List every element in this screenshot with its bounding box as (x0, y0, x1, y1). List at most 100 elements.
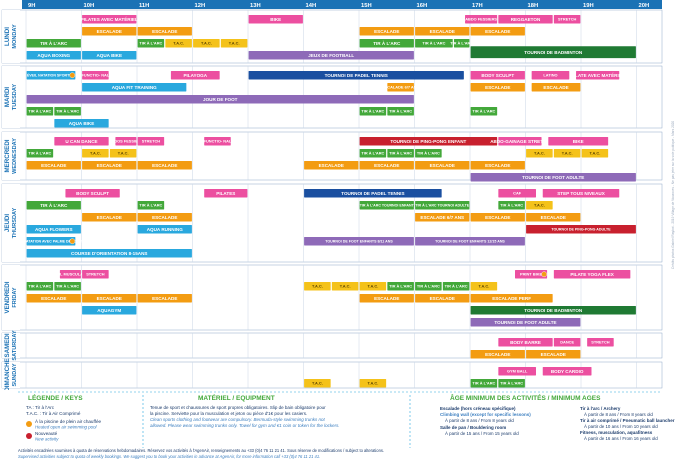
equipment-line: la piscine. Serviette pour la musculatio… (150, 411, 307, 416)
activity-block (359, 39, 414, 48)
hour-label: 17H (472, 3, 483, 9)
activity-block (498, 189, 536, 198)
activity-label: ESCALADE (541, 352, 566, 357)
new-activity-icon (26, 433, 32, 439)
age-line: Escalade (hors créneau spécifique) (440, 406, 516, 411)
activity-block (442, 282, 470, 291)
activity-label: TIR À L'ARC (361, 151, 384, 156)
equipment-line: Tenue de sport et chaussures de sport pr… (150, 405, 326, 410)
age-line: Fitness, musculation, aquafitness (580, 430, 653, 435)
activity-label: TIR À L'ARC (56, 109, 79, 114)
activity-block (59, 270, 81, 279)
activity-label: TOURNOI DE FOOT ADULTE (522, 175, 584, 180)
day-label-box (2, 10, 20, 63)
ages-title: ÂGE MINIMUM DES ACTIVITÉS / MINIMUM AGES (450, 393, 601, 402)
activity-label: ESCALADE (430, 163, 455, 168)
activity-label: CAF (513, 191, 522, 196)
activity-block (498, 367, 536, 376)
activity-label: STRETCH (142, 139, 161, 144)
activity-label: TIR À L'ARC (139, 203, 162, 208)
activity-block (82, 27, 137, 36)
day-label-box (2, 132, 20, 180)
activity-label: TIR À L'ARC (445, 284, 468, 289)
activity-block (470, 83, 525, 92)
activity-label: ESCALADE (152, 163, 177, 168)
activity-block (26, 249, 192, 258)
activity-block (415, 27, 470, 36)
hour-header-bar (22, 0, 662, 9)
activity-block (359, 27, 414, 36)
day-label-box (2, 265, 20, 330)
activity-label: ESCALADE (374, 296, 399, 301)
activity-block (220, 39, 248, 48)
activity-block (359, 294, 414, 303)
activity-label: ABDO FESSIERS (465, 17, 497, 22)
activity-block (65, 189, 120, 198)
activity-label: TOURNOI DE FOOT ENFANTS 8/11 ANS (325, 240, 393, 244)
activity-label: TIR À L'ARC (28, 151, 51, 156)
activity-block (137, 201, 165, 210)
activity-block (415, 282, 442, 291)
activity-block (204, 189, 248, 198)
activity-block (470, 294, 553, 303)
day-name-en: SATURDAY (12, 330, 18, 360)
activity-label: ESCALADE (430, 29, 455, 34)
activity-block (26, 161, 81, 170)
activity-label: PILATE YOGA FLEX (570, 272, 614, 277)
activity-label: ESCALADE (374, 163, 399, 168)
hour-label: 19H (583, 3, 594, 9)
activity-label: LATINO (543, 73, 557, 78)
activity-label: BB40 - NATATION AVEC PALME DÉCOUVERTE (11, 239, 92, 244)
activity-block (109, 149, 137, 158)
activity-block (82, 51, 137, 60)
age-line: À partir de 8 ans / From 8 years old (584, 412, 653, 417)
activity-block (304, 237, 414, 246)
age-line: Climbing wall (except for specific lesso… (440, 412, 531, 417)
activity-label: TIR À L'ARC (28, 109, 51, 114)
activity-block (248, 71, 464, 80)
activity-block (304, 189, 442, 198)
activity-block (359, 149, 387, 158)
activity-block (470, 71, 525, 80)
activity-label: T.A.C. (534, 203, 545, 208)
activity-block (387, 149, 414, 158)
activity-block (204, 137, 231, 146)
activity-label: JEUX DE FOOTBALL (308, 53, 354, 58)
age-line: Tir à l'arc / Archery (580, 406, 621, 411)
activity-label: PILATE AVEC MATÉRIEL (571, 71, 625, 78)
activity-label: T.A.C. (118, 151, 129, 156)
legend-line: À la piscine de plein air chauffée (35, 418, 102, 424)
activity-block (193, 39, 220, 48)
activity-block (515, 270, 548, 279)
activity-label: TIR À L'ARC (139, 41, 162, 46)
activity-label: TIR À L'ARC (40, 202, 68, 208)
day-name-en: MONDAY (12, 24, 18, 49)
activity-label: TIR À L'ARC (472, 109, 495, 114)
activity-block (526, 201, 553, 210)
activity-block (26, 149, 54, 158)
schedule-footer: LÉGENDE / KEYS TA : Tir à l'Arc T.A.C. :… (18, 391, 675, 459)
hour-label: 16H (417, 3, 428, 9)
activity-block (137, 213, 192, 222)
activity-block (387, 282, 414, 291)
activity-block (26, 225, 81, 234)
activity-label: BIKE (270, 17, 281, 22)
activity-label: TIR À L'ARC (56, 284, 79, 289)
day-name-fr: MERCREDI (4, 139, 11, 172)
activity-label: REGGAETON (511, 17, 541, 22)
activity-label: STRETCH (558, 17, 577, 22)
activity-label: TIR À L'ARC (417, 151, 440, 156)
weekly-schedule: 9H 10H 11H 12H 13H 14H 15H 16H 17H 18H 19H 20H LUNDI… (1, 0, 675, 390)
hour-label: 14H (306, 3, 317, 9)
booking-note: Activités encadrées soumises à quota de … (18, 448, 384, 453)
activity-label: U CAN DANCE (65, 139, 97, 144)
activity-label: TOURNOI DE PADEL TENNIS (341, 191, 404, 196)
activity-label: T.A.C. (201, 41, 212, 46)
activity-block (415, 237, 525, 246)
activity-block (470, 161, 525, 170)
activity-label: ESCALADE (152, 296, 177, 301)
pool-icon (69, 238, 76, 245)
activity-block (248, 51, 414, 60)
activity-label: ESCALADE (97, 163, 122, 168)
hour-label: 10H (84, 3, 95, 9)
